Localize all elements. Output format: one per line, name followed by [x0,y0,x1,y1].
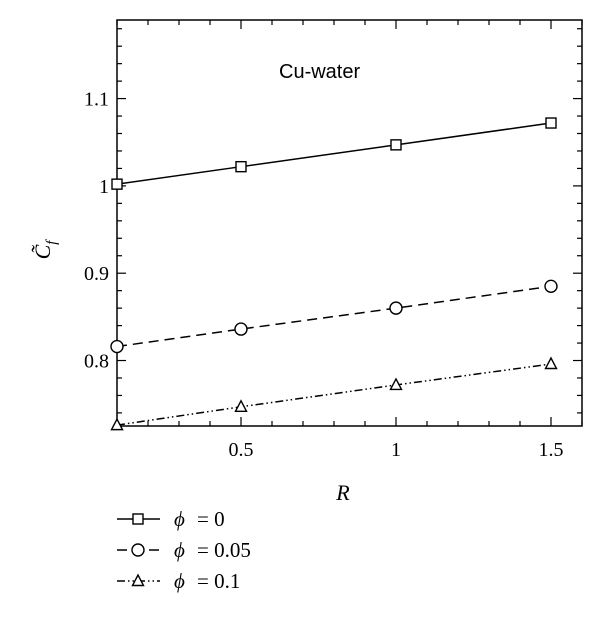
x-tick-label: 0.5 [229,439,254,461]
legend-symbol: ϕ [174,507,185,531]
legend-value: = 0.1 [197,569,240,593]
plot-area [116,19,583,427]
plot-frame [116,19,583,427]
series-line [116,363,552,426]
y-axis-title: C̃f [30,239,60,260]
series-line [116,285,552,348]
data-point [234,399,248,412]
legend-item-1: ϕ = 0 [117,507,225,531]
data-point [544,279,558,294]
data-point [545,117,557,129]
data-point [234,322,248,336]
series-line [116,122,552,185]
series-1 [111,117,557,190]
data-point [110,417,124,431]
x-axis-ticks: 0.5 1 1.5 [116,20,583,461]
legend-marker [132,513,144,525]
y-tick-label: 1 [99,176,109,198]
data-point [389,301,403,315]
series-layer [110,117,558,431]
y-axis-ticks: 0.8 0.9 1 1.1 [84,28,582,414]
legend-marker [131,573,145,587]
y-axis-title-main: C̃ [30,244,55,259]
y-tick-label: 0.8 [84,351,109,373]
data-point [110,339,124,354]
x-axis-title: R [335,480,350,505]
data-point [111,178,123,190]
legend-marker [131,543,145,557]
legend: ϕ = 0 ϕ = 0.05 ϕ = 0.1 [117,507,251,593]
legend-item-2: ϕ = 0.05 [117,538,251,562]
legend-symbol: ϕ [174,569,185,593]
legend-value: = 0 [197,507,225,531]
data-point [544,356,558,370]
y-tick-label: 0.9 [84,263,109,285]
legend-item-3: ϕ = 0.1 [117,569,240,593]
chart-annotation: Cu-water [279,61,360,83]
y-axis-title-subscript: f [44,239,60,245]
data-point [235,160,247,173]
y-tick-label: 1.1 [84,89,109,111]
x-tick-label: 1.5 [539,439,564,461]
data-point [389,377,403,391]
series-2 [110,279,558,354]
data-point [390,139,402,151]
x-tick-label: 1 [391,439,401,461]
series-3 [110,356,558,431]
legend-symbol: ϕ [174,538,185,562]
legend-value: = 0.05 [197,538,251,562]
